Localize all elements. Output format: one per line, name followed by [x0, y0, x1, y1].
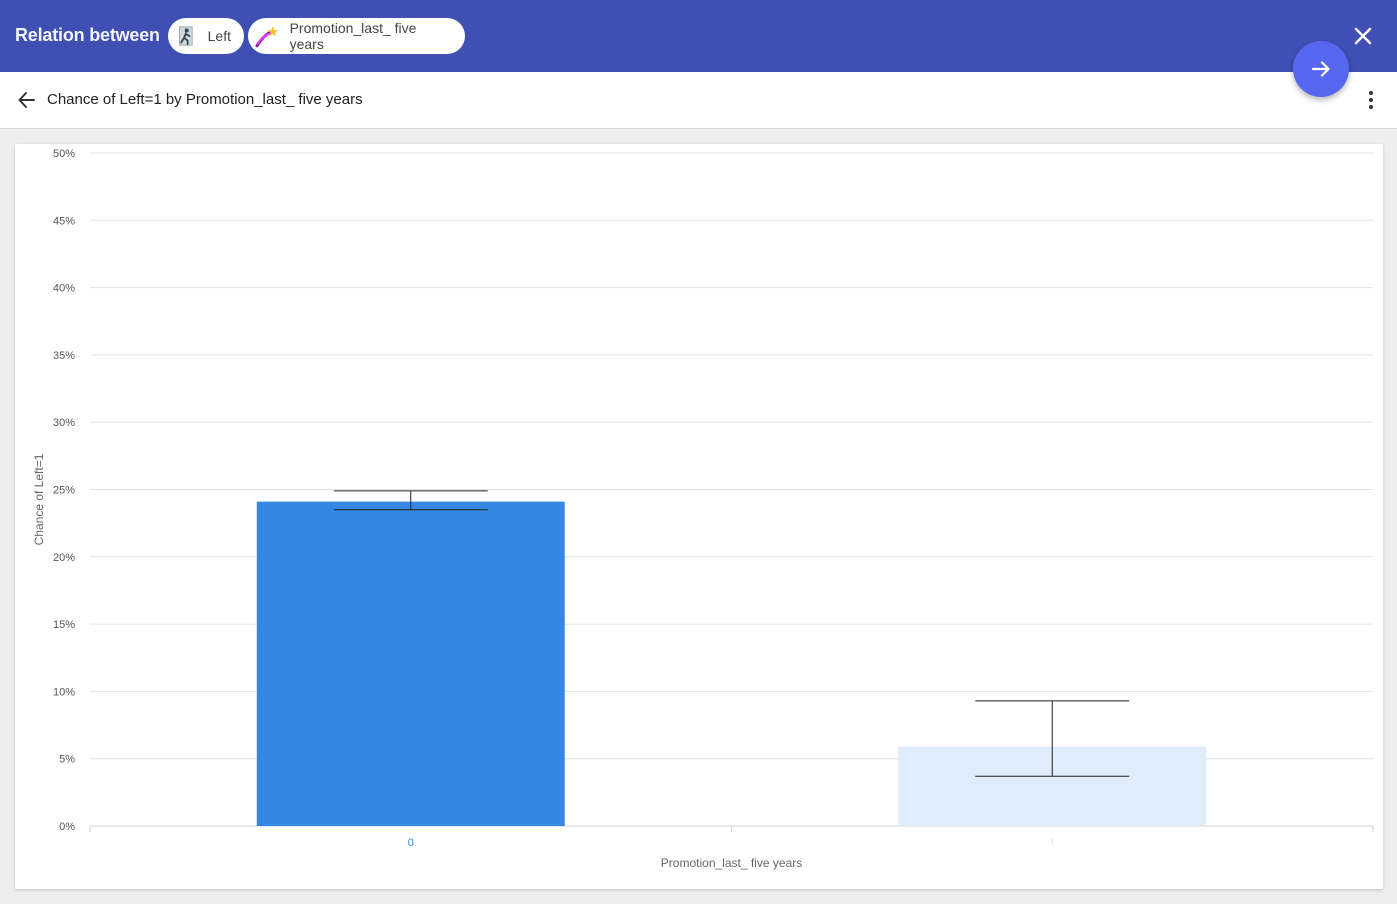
chip-promotion[interactable]: Promotion_last_ five years — [248, 18, 465, 54]
y-tick-label: 45% — [53, 215, 75, 227]
y-tick-label: 50% — [53, 148, 75, 160]
y-tick-label: 25% — [53, 485, 75, 497]
bar-chart: 0% 5% 10% 15% 20% 25% 30% 35% 40% 45% 50% 0 Promotio… — [32, 148, 1374, 870]
chip-left[interactable]: Left — [168, 18, 244, 54]
y-tick-label: 0% — [59, 821, 75, 833]
y-tick-label: 10% — [53, 686, 75, 698]
close-icon[interactable] — [1350, 23, 1376, 49]
chart-card: 0% 5% 10% 15% 20% 25% 30% 35% 40% 45% 50% 0 Promotio… — [15, 144, 1383, 889]
next-fab-button[interactable] — [1293, 41, 1349, 97]
chip-left-label: Left — [207, 28, 231, 44]
chart-title: Chance of Left=1 by Promotion_last_ five… — [47, 91, 363, 108]
y-tick-label: 35% — [53, 350, 75, 362]
sub-header: Chance of Left=1 by Promotion_last_ five… — [0, 72, 1397, 129]
arrow-back-icon[interactable] — [16, 89, 38, 111]
y-tick-label: 40% — [53, 283, 75, 295]
bar-0[interactable] — [256, 501, 565, 826]
chip-promotion-label: Promotion_last_ five years — [289, 20, 417, 52]
arrow-forward-icon — [1311, 61, 1330, 77]
y-tick-label: 5% — [59, 754, 75, 766]
page-title: Relation between — [15, 25, 160, 45]
more-vert-icon[interactable] — [1359, 88, 1383, 112]
x-axis-title: Promotion_last_ five years — [661, 856, 802, 870]
person-exit-icon — [179, 26, 193, 46]
shooting-star-icon — [255, 26, 279, 48]
y-tick-label: 30% — [53, 417, 75, 429]
top-bar: Relation between Left Promotion_last_ fi… — [0, 0, 1397, 72]
y-axis-title: Chance of Left=1 — [32, 453, 46, 545]
x-tick-label: 0 — [408, 837, 414, 849]
y-tick-label: 15% — [53, 619, 75, 631]
y-tick-label: 20% — [53, 552, 75, 564]
